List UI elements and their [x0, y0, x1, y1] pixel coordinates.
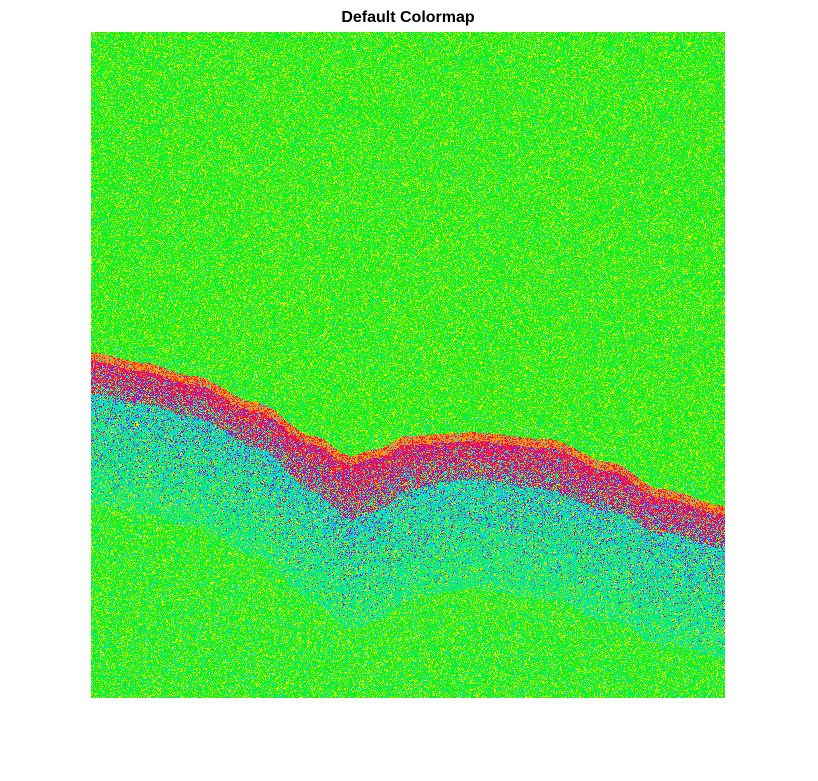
- colormap-image: [91, 32, 725, 698]
- chart-title: Default Colormap: [341, 9, 475, 26]
